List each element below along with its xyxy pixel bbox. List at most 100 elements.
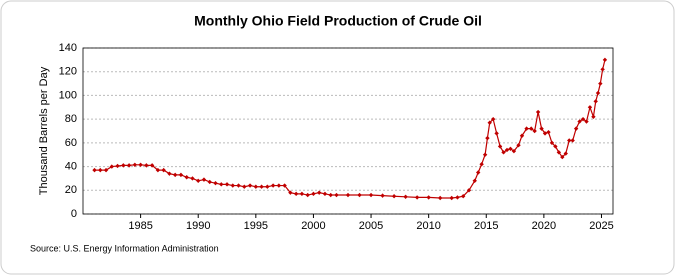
data-point	[455, 195, 460, 200]
data-point	[546, 129, 551, 135]
data-point	[270, 183, 276, 188]
data-point	[490, 116, 496, 122]
data-point	[528, 126, 534, 131]
y-tick-label: 60	[65, 137, 77, 149]
x-tick-label: 2005	[359, 220, 383, 232]
data-point	[144, 163, 149, 168]
data-point	[368, 192, 374, 198]
data-point	[253, 184, 259, 189]
data-point	[584, 119, 589, 124]
data-point	[282, 183, 287, 188]
y-axis-label: Thousand Barrels per Day	[38, 66, 50, 195]
data-point	[213, 180, 218, 186]
data-point	[138, 162, 143, 167]
data-point	[121, 163, 126, 168]
x-tick-label: 1985	[128, 220, 152, 232]
data-point	[265, 184, 270, 189]
y-tick-label: 20	[65, 184, 77, 196]
plot-area	[82, 47, 614, 215]
data-point	[242, 184, 247, 189]
x-tick-label: 1990	[186, 220, 210, 232]
data-point	[380, 193, 385, 198]
data-point	[472, 178, 477, 183]
data-point	[549, 140, 555, 146]
data-point	[539, 126, 544, 131]
data-point	[414, 195, 420, 200]
data-point	[196, 178, 201, 183]
data-point	[316, 190, 322, 195]
data-point	[487, 120, 492, 125]
data-point	[519, 133, 525, 138]
data-point	[167, 171, 172, 176]
data-point	[426, 195, 431, 200]
data-point	[334, 192, 339, 198]
x-tick-label: 2000	[301, 220, 325, 232]
data-point	[595, 90, 601, 96]
data-point	[172, 172, 178, 178]
chart-title: Monthly Ohio Field Production of Crude O…	[194, 13, 482, 29]
data-point	[504, 147, 510, 153]
data-point	[511, 148, 517, 154]
data-point	[207, 179, 212, 185]
data-point	[98, 167, 103, 173]
data-point	[570, 138, 575, 143]
data-point	[155, 167, 161, 173]
data-point	[149, 163, 155, 168]
data-point	[115, 163, 120, 169]
data-point	[305, 192, 310, 198]
data-point	[92, 167, 97, 173]
data-point	[322, 191, 328, 197]
data-point	[593, 99, 598, 104]
data-point	[497, 144, 503, 149]
data-point	[103, 167, 109, 173]
data-point	[508, 146, 513, 151]
data-point	[501, 150, 506, 155]
data-point	[328, 192, 333, 198]
data-point	[587, 105, 593, 110]
data-point	[560, 154, 565, 160]
data-point	[259, 184, 264, 189]
data-point	[563, 151, 568, 156]
data-point	[224, 182, 230, 187]
x-tick-label: 2010	[416, 220, 440, 232]
y-tick-label: 40	[65, 160, 77, 172]
data-point	[190, 176, 195, 181]
y-tick-label: 100	[59, 89, 77, 101]
data-point	[494, 131, 499, 136]
data-point	[482, 152, 488, 157]
data-point	[126, 163, 132, 168]
x-tick-label: 2020	[532, 220, 556, 232]
data-point	[553, 144, 558, 149]
data-point	[184, 175, 189, 180]
y-tick-label: 0	[71, 208, 77, 220]
data-point	[577, 119, 582, 124]
data-point	[461, 194, 466, 199]
data-point	[201, 177, 207, 182]
data-point	[132, 162, 138, 167]
data-point	[230, 183, 235, 188]
data-point	[391, 194, 397, 199]
data-point	[475, 170, 481, 175]
data-point	[516, 143, 521, 148]
data-point	[591, 114, 596, 119]
data-point	[542, 131, 548, 136]
data-point	[109, 164, 115, 169]
data-point	[449, 195, 454, 201]
data-point	[556, 150, 562, 155]
x-tick-label: 2015	[474, 220, 498, 232]
y-tick-label: 80	[65, 113, 77, 125]
data-point	[524, 126, 529, 131]
data-point	[178, 172, 184, 178]
data-point	[161, 167, 166, 173]
data-point	[602, 57, 608, 63]
x-tick-label: 1995	[244, 220, 268, 232]
data-point	[403, 194, 408, 200]
data-point	[466, 188, 472, 193]
data-point	[345, 192, 351, 198]
data-point	[532, 128, 537, 134]
data-point	[276, 183, 282, 188]
x-tick-label: 2025	[589, 220, 613, 232]
data-point	[311, 191, 316, 197]
data-point	[567, 138, 572, 143]
